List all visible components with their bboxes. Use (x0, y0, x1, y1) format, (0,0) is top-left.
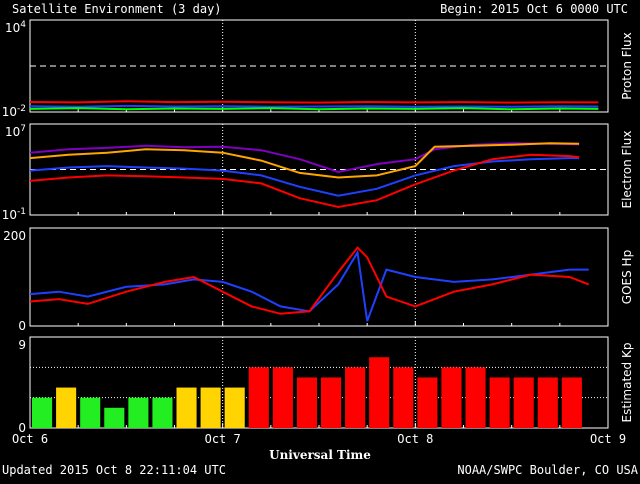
panel-4: 9 0 Estimated Kp (18, 336, 634, 435)
kp-bar (345, 367, 366, 428)
kp-bar (537, 377, 558, 428)
x-tick-label: Oct 7 (205, 432, 241, 446)
kp-bar (128, 397, 149, 428)
credit-text: NOAA/SWPC Boulder, CO USA (457, 463, 638, 477)
kp-bar (296, 377, 317, 428)
series-line-orange (29, 142, 580, 179)
y-axis-label: Electron Flux (620, 131, 634, 209)
kp-bar (176, 387, 197, 428)
kp-bar (32, 397, 53, 428)
series-line-blue (29, 104, 599, 108)
updated-text: Updated 2015 Oct 8 22:11:04 UTC (2, 463, 226, 477)
kp-bar (513, 377, 534, 428)
kp-bar (224, 387, 245, 428)
y-axis-label: Estimated Kp (620, 343, 634, 423)
kp-bar (200, 387, 221, 428)
panel-2: 107 10-1 Electron Flux (2, 123, 634, 222)
kp-bar (393, 367, 414, 428)
chart-title: Satellite Environment (3 day) (12, 2, 222, 16)
kp-bar (465, 367, 486, 428)
series-line-red (29, 246, 590, 315)
kp-bar (104, 407, 125, 428)
x-tick-label: Oct 9 (590, 432, 626, 446)
kp-bar (248, 367, 269, 428)
kp-bar (369, 357, 390, 428)
kp-bar (272, 367, 293, 428)
y-tick-top: 9 (18, 338, 26, 352)
series-line-blue (29, 157, 580, 197)
y-tick-bottom: 0 (18, 421, 26, 435)
kp-bar (441, 367, 462, 428)
kp-bar (321, 377, 342, 428)
kp-bar (561, 377, 582, 428)
series-line-red (29, 100, 599, 104)
kp-bar (80, 397, 101, 428)
panel-3: 200 0 GOES Hp (3, 227, 634, 333)
y-tick-bottom: 10-2 (2, 104, 26, 119)
series-line-red (29, 153, 580, 209)
panel-1: 104 10-2 Proton Flux (2, 19, 634, 119)
series-line-green (29, 107, 599, 111)
series-line-blue (29, 249, 589, 322)
y-tick-bottom: 0 (18, 319, 26, 333)
series-line-purple (29, 142, 580, 174)
y-axis-label: GOES Hp (620, 250, 634, 304)
y-tick-top: 104 (5, 20, 26, 35)
x-axis-label: Universal Time (269, 448, 371, 462)
kp-bar (417, 377, 438, 428)
kp-bar (489, 377, 510, 428)
y-axis-label: Proton Flux (620, 32, 634, 99)
x-tick-label: Oct 8 (397, 432, 433, 446)
y-tick-bottom: 10-1 (2, 207, 26, 222)
kp-bar (56, 387, 77, 428)
kp-bar (152, 397, 173, 428)
y-tick-top: 200 (3, 229, 26, 243)
begin-time: Begin: 2015 Oct 6 0000 UTC (440, 2, 628, 16)
x-tick-label: Oct 6 (12, 432, 48, 446)
y-tick-top: 107 (5, 124, 26, 139)
